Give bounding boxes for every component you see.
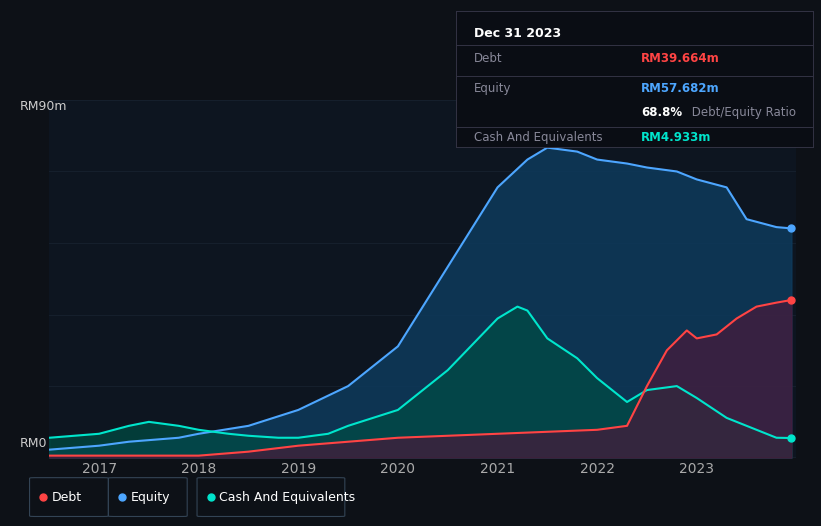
Text: RM57.682m: RM57.682m <box>641 82 720 95</box>
Text: Equity: Equity <box>131 491 170 503</box>
Text: 68.8%: 68.8% <box>641 106 682 119</box>
Text: Cash And Equivalents: Cash And Equivalents <box>219 491 355 503</box>
Text: Debt: Debt <box>52 491 82 503</box>
Text: Dec 31 2023: Dec 31 2023 <box>474 27 561 40</box>
Text: Cash And Equivalents: Cash And Equivalents <box>474 131 602 144</box>
Text: Debt/Equity Ratio: Debt/Equity Ratio <box>688 106 796 119</box>
Text: Debt: Debt <box>474 52 502 65</box>
Text: RM90m: RM90m <box>20 100 67 113</box>
Text: RM4.933m: RM4.933m <box>641 131 712 144</box>
Text: RM39.664m: RM39.664m <box>641 52 720 65</box>
Text: Equity: Equity <box>474 82 511 95</box>
Text: RM0: RM0 <box>20 438 47 450</box>
